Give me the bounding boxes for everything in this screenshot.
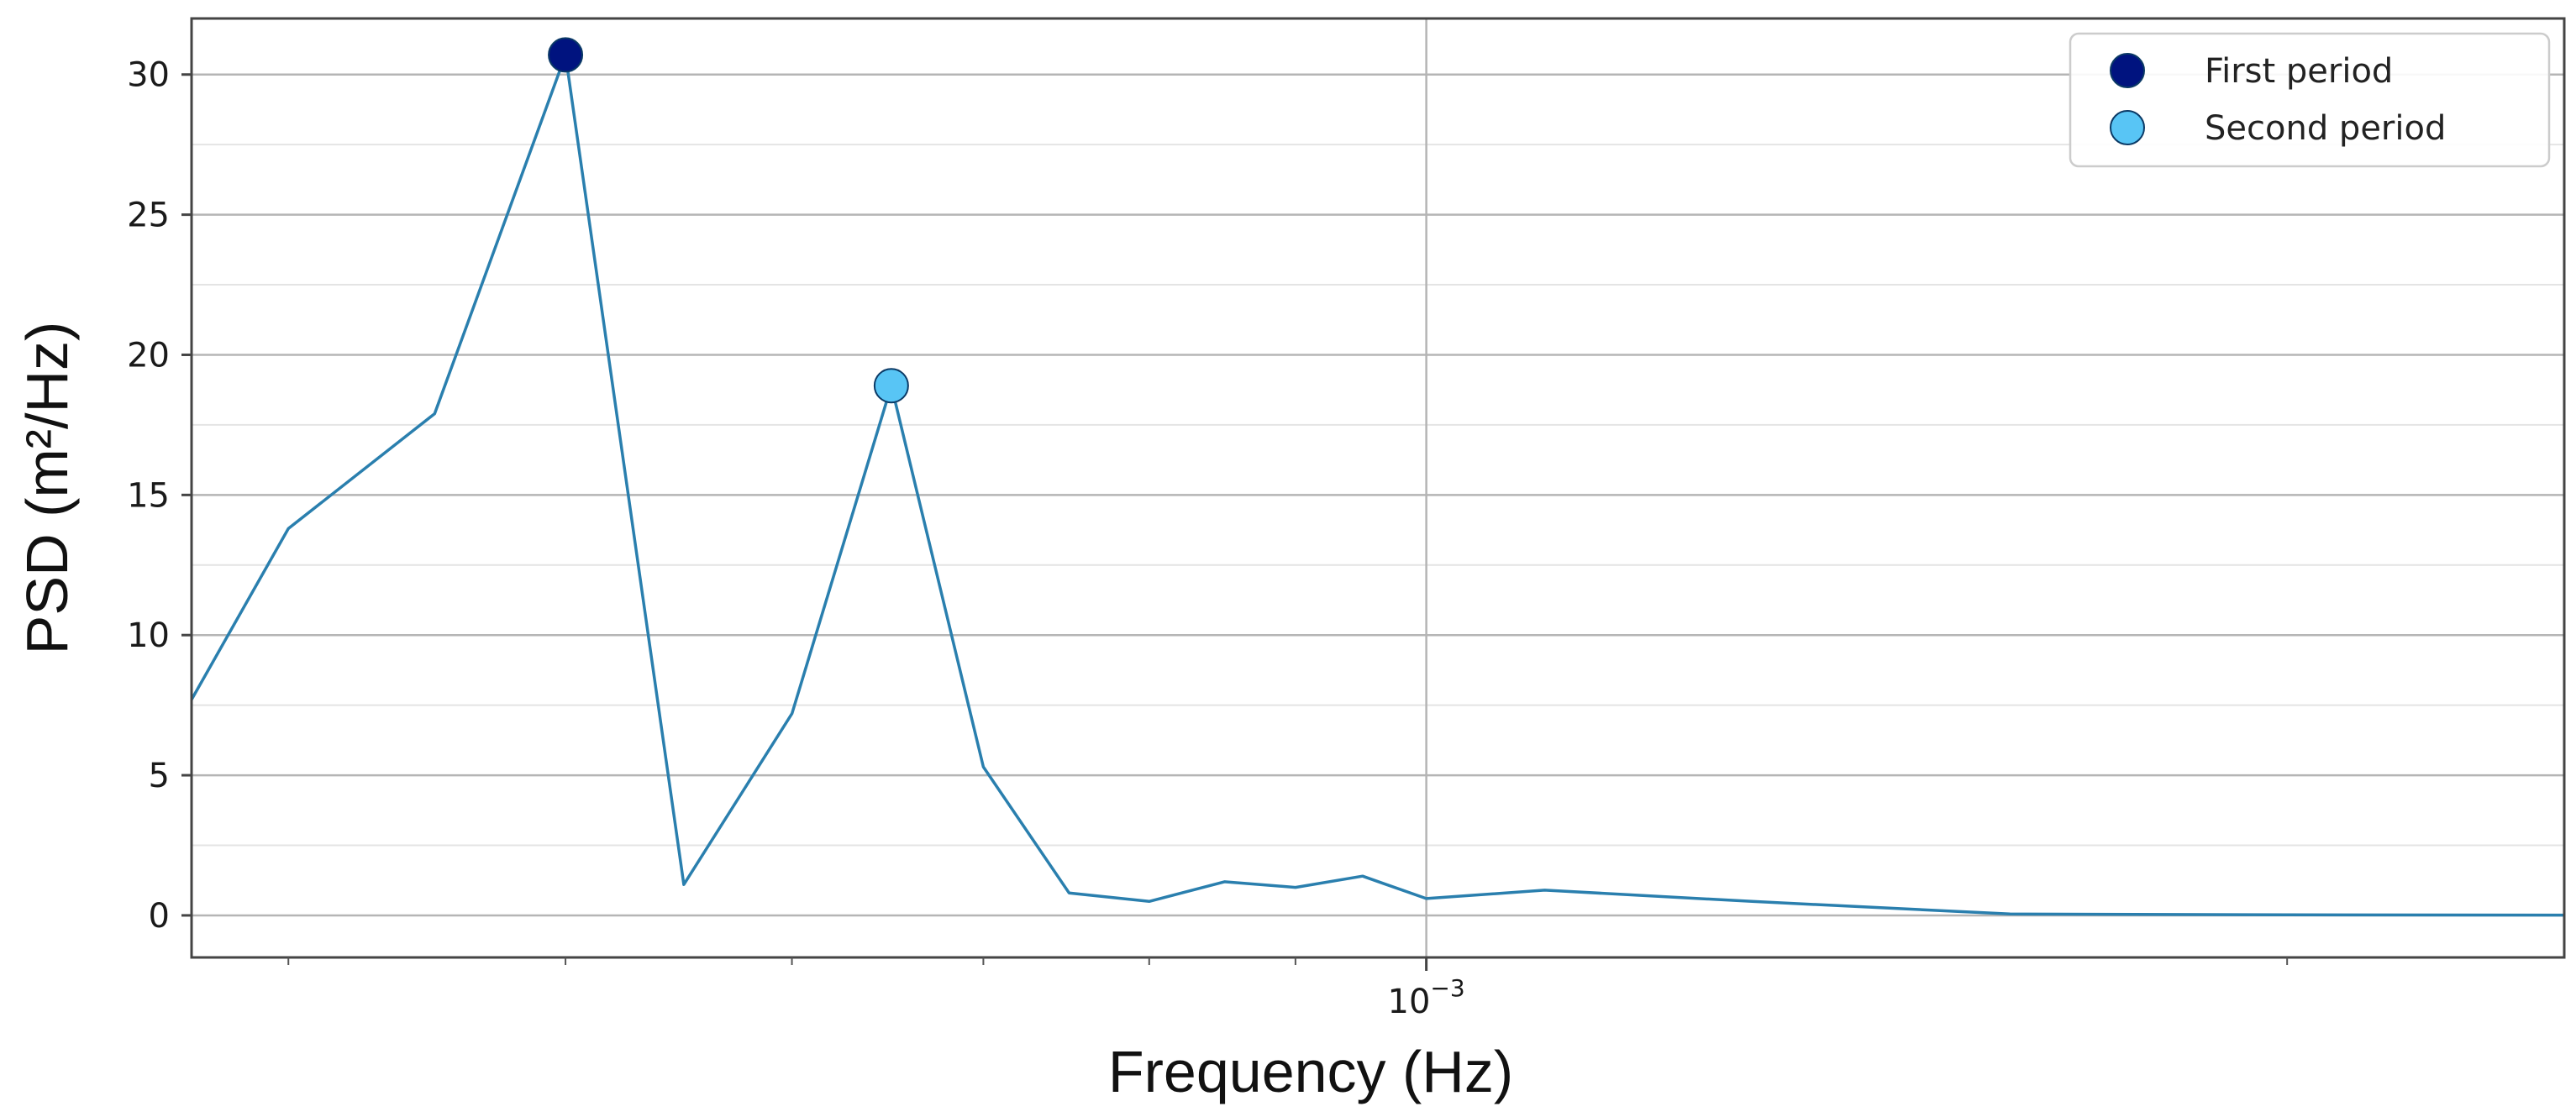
y-tick-label: 10 xyxy=(127,616,170,655)
y-tick-label: 30 xyxy=(127,56,170,95)
psd-line xyxy=(190,53,2565,917)
legend-marker xyxy=(2110,110,2145,145)
x-axis-ticks: 10−3 xyxy=(287,957,2289,1021)
plot-frame xyxy=(190,17,2566,959)
peak-markers xyxy=(548,37,909,404)
y-tick-label: 5 xyxy=(149,757,170,795)
legend-box xyxy=(2069,32,2551,168)
x-tick-label: 10−3 xyxy=(1388,974,1465,1021)
legend-marker xyxy=(2110,53,2145,88)
legend: First period Second period xyxy=(2069,32,2551,168)
y-tick-label: 25 xyxy=(127,197,170,235)
y-axis-ticks: 0 5 10 15 20 25 30 xyxy=(127,56,192,936)
psd-series xyxy=(190,53,2565,917)
y-axis-label: PSD (m²/Hz) xyxy=(14,322,80,655)
second-period-marker xyxy=(873,368,909,404)
legend-label: Second period xyxy=(2205,109,2446,148)
first-period-marker xyxy=(548,37,584,73)
x-axis-label: Frequency (Hz) xyxy=(1108,1039,1513,1104)
y-tick-label: 15 xyxy=(127,476,170,515)
y-tick-label: 20 xyxy=(127,336,170,375)
legend-label: First period xyxy=(2205,52,2393,91)
y-tick-label: 0 xyxy=(149,897,170,936)
